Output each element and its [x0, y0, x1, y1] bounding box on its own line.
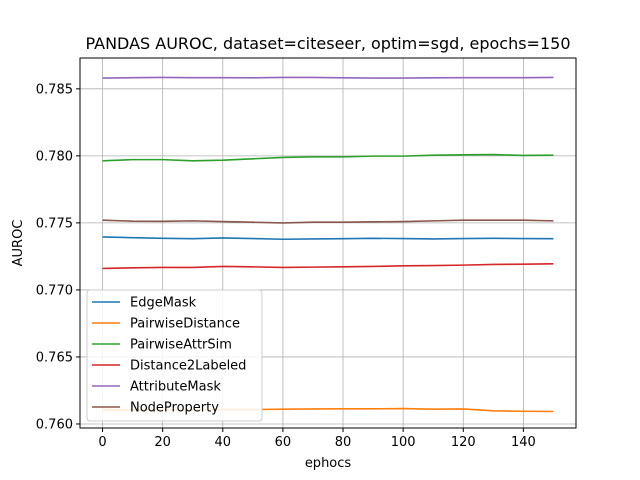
x-tick-label: 20: [154, 435, 171, 450]
legend-label: AttributeMask: [130, 380, 221, 395]
x-tick-label: 80: [335, 435, 352, 450]
y-tick-label: 0.775: [36, 216, 73, 231]
x-axis-ticks: 0 20 40 60 80 100 120 140: [98, 428, 536, 450]
x-tick-label: 40: [215, 435, 232, 450]
series-line-pairwiseattrsim: [102, 153, 554, 162]
x-tick-label: 140: [511, 435, 536, 450]
y-tick-label: 0.760: [36, 417, 73, 432]
x-tick-label: 60: [275, 435, 292, 450]
legend-label: Distance2Labeled: [130, 359, 246, 374]
legend: EdgeMask PairwiseDistance PairwiseAttrSim D…: [86, 289, 263, 422]
legend-label: PairwiseAttrSim: [130, 338, 232, 353]
x-axis-label: ephocs: [305, 456, 352, 471]
series-line-distance2labeled: [102, 262, 554, 270]
legend-box: [86, 289, 263, 422]
x-tick-label: 0: [98, 435, 106, 450]
y-axis-label: AUROC: [11, 220, 26, 267]
series-line-attributemask: [102, 76, 554, 79]
y-tick-label: 0.765: [36, 350, 73, 365]
legend-label: PairwiseDistance: [130, 317, 240, 332]
y-tick-label: 0.780: [36, 149, 73, 164]
legend-label: EdgeMask: [130, 296, 197, 311]
plot-frame: [79, 57, 577, 429]
series-line-edgemask: [102, 236, 554, 241]
x-tick-label: 100: [391, 435, 416, 450]
series-line-nodeproperty: [102, 219, 554, 224]
x-tick-label: 120: [451, 435, 476, 450]
y-axis-ticks: 0.760 0.765 0.770 0.775 0.780 0.785: [36, 82, 80, 432]
legend-label: NodeProperty: [130, 401, 219, 416]
y-tick-label: 0.785: [36, 82, 73, 97]
grid: [80, 58, 576, 428]
y-tick-label: 0.770: [36, 283, 73, 298]
chart-title: PANDAS AUROC, dataset=citeseer, optim=sg…: [86, 34, 571, 53]
